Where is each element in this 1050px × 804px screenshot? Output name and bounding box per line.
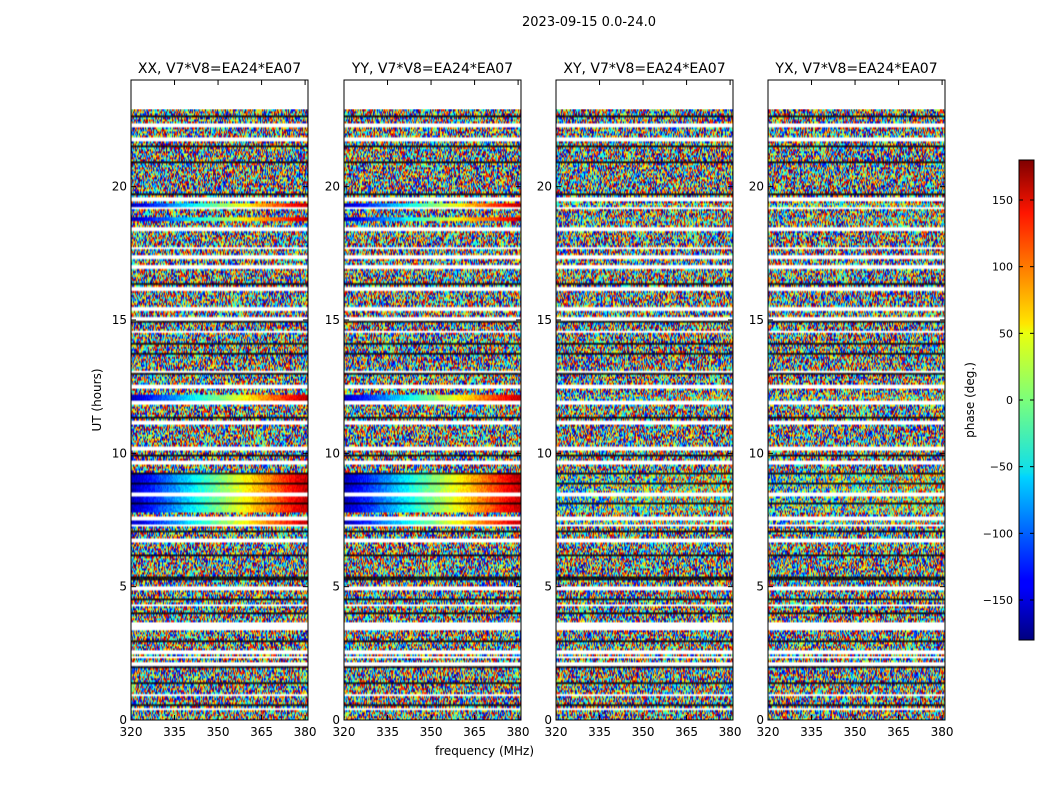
colorbar-tick-label: −150 — [983, 594, 1013, 607]
x-tick-label: 380 — [507, 725, 530, 739]
colorbar-tick-label: 50 — [999, 327, 1013, 340]
x-tick-label: 335 — [163, 725, 186, 739]
panel-title: YX, V7*V8=EA24*EA07 — [774, 61, 937, 77]
figure-title: 2023-09-15 0.0-24.0 — [522, 15, 656, 30]
y-tick-label: 5 — [756, 580, 764, 594]
y-tick-label: 0 — [119, 713, 127, 727]
panel-title: YY, V7*V8=EA24*EA07 — [351, 61, 513, 77]
y-tick-label: 10 — [749, 446, 764, 460]
plot-frame — [767, 79, 946, 721]
colorbar-tick-label: 0 — [1006, 394, 1013, 407]
colorbar-tick-label: 100 — [992, 261, 1013, 274]
y-tick-label: 10 — [112, 446, 127, 460]
x-tick-label: 320 — [545, 725, 568, 739]
panel-1: XX, V7*V8=EA24*EA07 320 335 350 365 380 0 5 10 15… — [112, 61, 317, 739]
heatmap-image — [131, 109, 308, 721]
x-tick-label: 335 — [588, 725, 611, 739]
y-tick-label: 0 — [756, 713, 764, 727]
y-tick-label: 5 — [119, 580, 127, 594]
panel-title: XX, V7*V8=EA24*EA07 — [138, 61, 301, 77]
x-tick-label: 365 — [675, 725, 698, 739]
heatmap-image — [556, 109, 733, 721]
plot-frame — [130, 79, 309, 721]
y-tick-label: 20 — [112, 180, 127, 194]
x-tick-label: 320 — [333, 725, 356, 739]
x-tick-label: 320 — [757, 725, 780, 739]
panels: XX, V7*V8=EA24*EA07 320 335 350 365 380 0 5 10 15… — [112, 61, 954, 758]
colorbar-tick-label: 150 — [992, 194, 1013, 207]
x-tick-label: 350 — [207, 725, 230, 739]
y-tick-label: 20 — [749, 180, 764, 194]
colorbar-label: phase (deg.) — [963, 362, 977, 438]
colorbar-tick-label: −50 — [990, 461, 1013, 474]
y-tick-label: 0 — [332, 713, 340, 727]
y-tick-label: 15 — [325, 313, 340, 327]
y-tick-label: 5 — [544, 580, 552, 594]
x-tick-label: 380 — [294, 725, 317, 739]
plot-frame — [555, 79, 734, 721]
panel-title: XY, V7*V8=EA24*EA07 — [563, 61, 725, 77]
heatmap-image — [768, 109, 945, 721]
y-tick-label: 15 — [537, 313, 552, 327]
colorbar: 150 100 50 0 −50 −100 −150 phase (deg.) — [963, 159, 1035, 641]
y-tick-label: 20 — [537, 180, 552, 194]
y-tick-label: 20 — [325, 180, 340, 194]
x-tick-label: 350 — [844, 725, 867, 739]
y-axis-label: UT (hours) — [90, 368, 104, 431]
y-tick-label: 10 — [325, 446, 340, 460]
y-tick-label: 0 — [544, 713, 552, 727]
x-tick-label: 335 — [800, 725, 823, 739]
y-tick-label: 10 — [537, 446, 552, 460]
x-tick-label: 350 — [632, 725, 655, 739]
y-tick-label: 15 — [112, 313, 127, 327]
x-axis-label: frequency (MHz) — [435, 744, 534, 758]
panel-2: YY, V7*V8=EA24*EA07 320 335 350 365 380 0 5 10 15… — [325, 61, 534, 758]
y-tick-label: 15 — [749, 313, 764, 327]
x-tick-label: 365 — [463, 725, 486, 739]
x-tick-label: 350 — [420, 725, 443, 739]
x-tick-label: 380 — [931, 725, 954, 739]
x-tick-label: 320 — [120, 725, 143, 739]
x-tick-label: 365 — [887, 725, 910, 739]
plot-frame — [343, 79, 522, 721]
heatmap-image — [344, 109, 521, 721]
x-tick-label: 365 — [250, 725, 273, 739]
x-tick-label: 335 — [376, 725, 399, 739]
panel-4: YX, V7*V8=EA24*EA07 320 335 350 365 380 0 5 10 15… — [749, 61, 954, 739]
y-tick-label: 5 — [332, 580, 340, 594]
x-tick-label: 380 — [719, 725, 742, 739]
panel-3: XY, V7*V8=EA24*EA07 320 335 350 365 380 0 5 10 15… — [537, 61, 742, 739]
colorbar-tick-label: −100 — [983, 527, 1013, 540]
